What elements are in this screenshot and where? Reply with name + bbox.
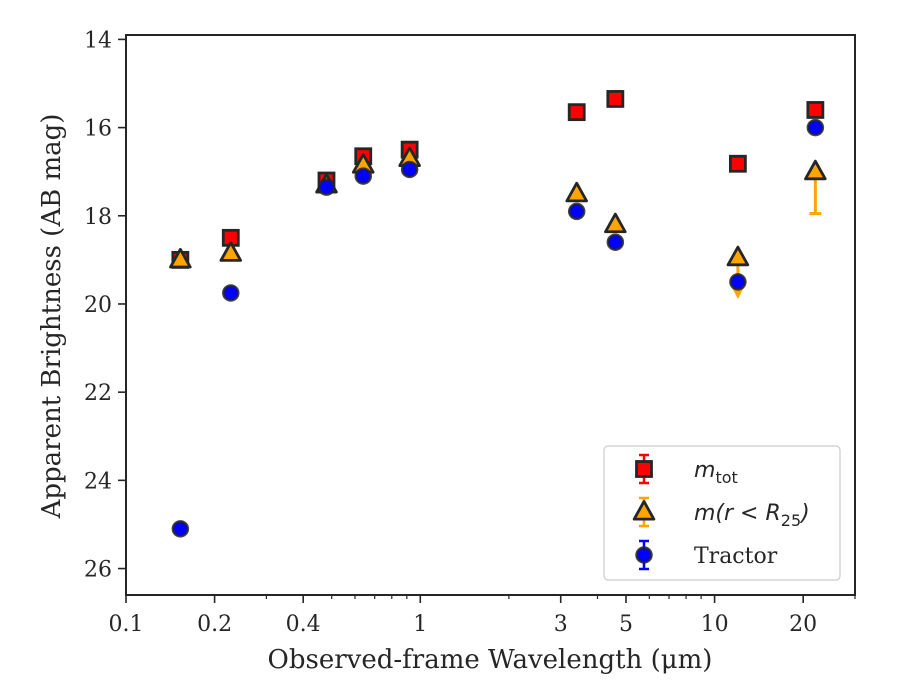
circle-point — [354, 167, 373, 185]
x-tick-label: 0.4 — [286, 612, 321, 637]
legend-marker-circle — [635, 546, 653, 564]
x-tick-label: 0.2 — [197, 612, 232, 637]
square-point — [806, 101, 825, 119]
square-point — [728, 154, 747, 173]
legend-label: m(r < R25) — [694, 501, 810, 530]
legend-label-subscript: 25 — [781, 511, 801, 530]
legend-label-subscript: tot — [715, 468, 737, 487]
y-tick-label: 18 — [84, 205, 112, 230]
legend-label-main: m — [694, 458, 715, 483]
square-point — [606, 90, 625, 108]
x-tick-label: 1 — [413, 612, 427, 637]
y-tick-label: 16 — [84, 117, 112, 142]
x-axis-label: Observed-frame Wavelength (μm) — [268, 645, 713, 675]
triangle-point — [565, 181, 588, 203]
upper-limit-arrow — [731, 287, 744, 300]
circle-point — [171, 520, 190, 538]
y-tick-label: 22 — [84, 381, 112, 406]
triangle-point — [219, 241, 243, 262]
legend-marker-square — [635, 460, 653, 478]
x-tick-label: 5 — [619, 612, 633, 637]
triangle-point — [604, 212, 627, 234]
legend-label: Tractor — [694, 544, 778, 569]
x-tick-label: 10 — [701, 612, 729, 637]
triangle-point — [804, 159, 827, 181]
x-tick-label: 20 — [789, 612, 817, 637]
triangle-point — [726, 245, 750, 267]
y-axis-ticks: 14 16 18 20 22 24 26 — [84, 28, 126, 583]
circle-point — [729, 273, 747, 291]
y-tick-label: 24 — [84, 469, 112, 494]
legend-label-close: ) — [799, 501, 810, 526]
circle-point — [806, 118, 825, 137]
circle-point — [400, 160, 419, 179]
square-point — [567, 103, 586, 122]
y-axis-label: Apparent Brightness (AB mag) — [37, 114, 67, 520]
circle-point — [567, 202, 586, 221]
triangle-point — [169, 247, 192, 269]
x-tick-label: 3 — [554, 612, 568, 637]
circle-point — [606, 233, 625, 251]
x-tick-label: 0.1 — [109, 612, 144, 637]
y-tick-label: 20 — [84, 293, 112, 318]
x-axis-ticks: 0.1 0.2 0.4 1 3 5 10 20 — [109, 595, 856, 637]
legend: mtot m(r < R25) Tractor — [603, 445, 841, 581]
circle-point — [317, 178, 336, 196]
plot-frame — [125, 34, 856, 596]
legend-marker-triangle — [632, 500, 656, 521]
circle-point — [222, 284, 240, 302]
legend-box — [603, 445, 841, 581]
legend-label-main: m(r < R — [694, 501, 781, 526]
y-tick-label: 14 — [84, 28, 112, 53]
legend-label: mtot — [694, 458, 738, 487]
data-points-layer — [169, 90, 827, 538]
y-tick-label: 26 — [84, 558, 112, 583]
